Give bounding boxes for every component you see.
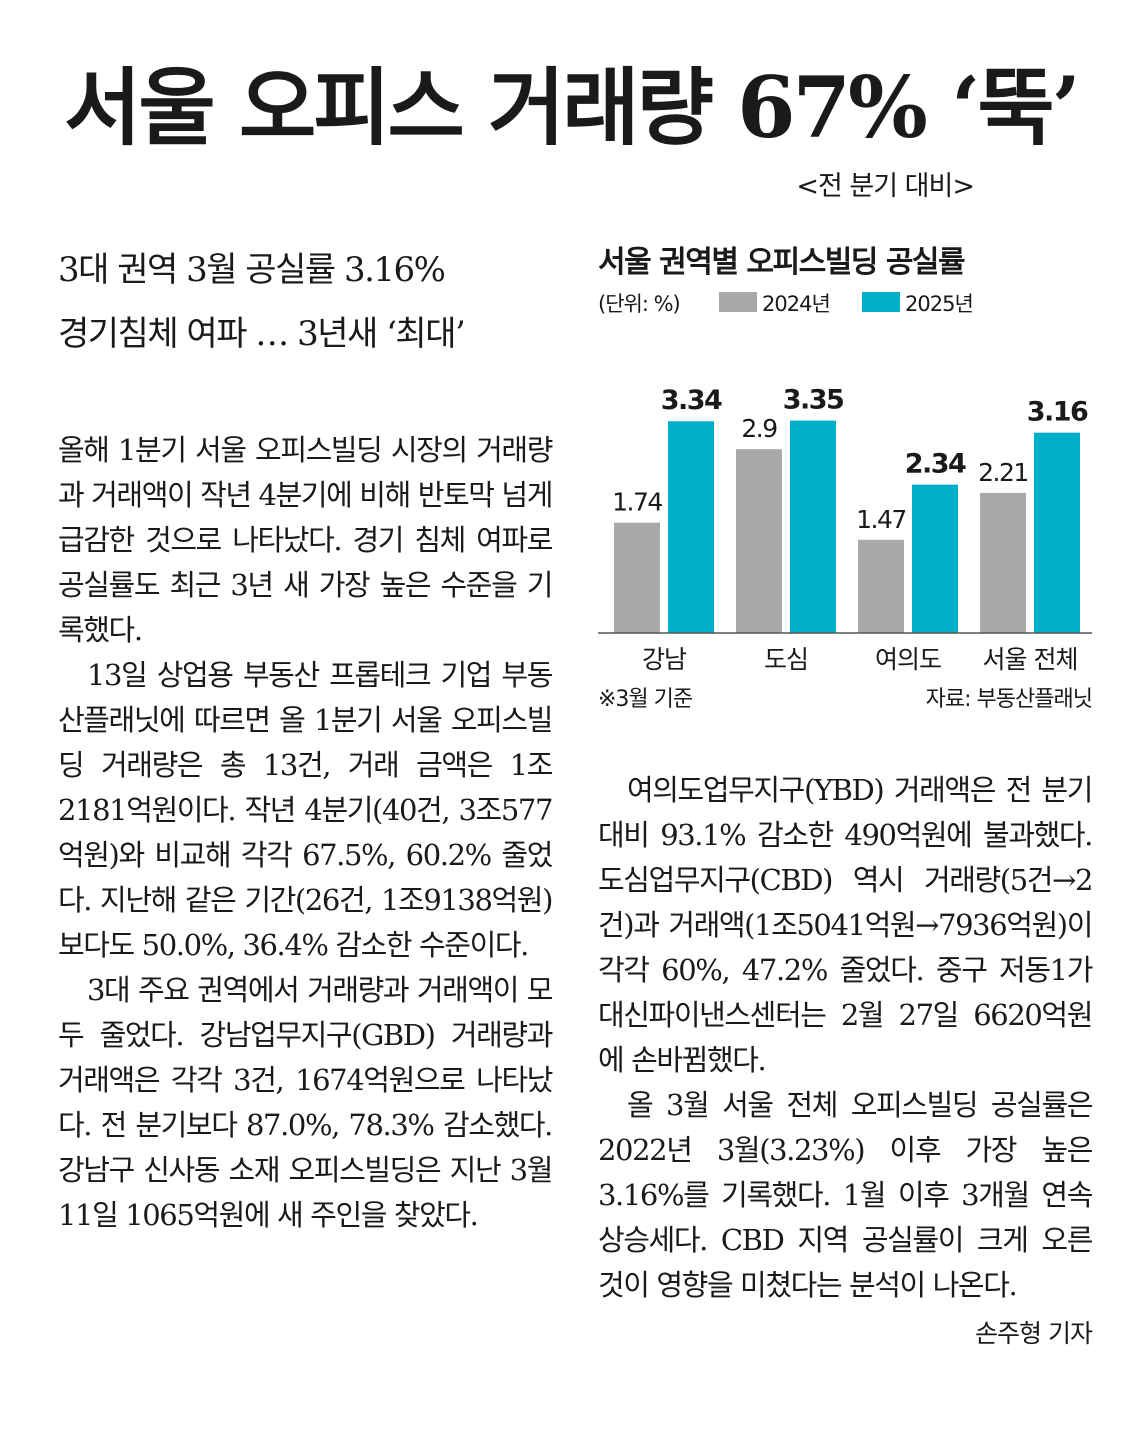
- data-label: 2.21: [978, 458, 1028, 487]
- chart-unit: (단위: %): [598, 292, 681, 316]
- chart-note: ※3월 기준: [598, 687, 693, 712]
- legend-swatch-2024: [719, 292, 757, 312]
- article-paragraph: 3대 주요 권역에서 거래량과 거래액이 모두 줄었다. 강남업무지구(GBD)…: [58, 973, 553, 1232]
- data-label: 2.34: [905, 449, 966, 480]
- data-label: 1.74: [612, 488, 662, 517]
- subheadline-1: 3대 권역 3월 공실률 3.16%: [58, 250, 446, 290]
- legend-label-2025: 2025년: [905, 292, 974, 316]
- subheadline-2: 경기침체 여파 … 3년새 ‘최대’: [58, 314, 466, 354]
- article-left-column: 올해 1분기 서울 오피스빌딩 시장의 거래량과 거래액이 작년 4분기에 비해…: [58, 428, 553, 1238]
- legend-label-2024: 2024년: [762, 292, 831, 316]
- bar-2025년-여의도: [912, 484, 958, 633]
- category-label: 강남: [642, 645, 687, 674]
- bar-2024년-여의도: [858, 539, 904, 633]
- bar-2025년-서울 전체: [1034, 432, 1080, 633]
- legend-swatch-2025: [862, 292, 900, 312]
- data-label: 3.16: [1027, 397, 1088, 428]
- article-paragraph: 13일 상업용 부동산 프롭테크 기업 부동산플래닛에 따르면 올 1분기 서울…: [58, 658, 553, 962]
- article-right-column: 여의도업무지구(YBD) 거래액은 전 분기 대비 93.1% 감소한 490억…: [598, 768, 1093, 1308]
- bar-chart: 1.74 3.34 강남 2.93.35 도심 1.47 2.34 여의도 2.21 3.16 서울…: [598, 385, 1092, 674]
- article-paragraph: 올 3월 서울 전체 오피스빌딩 공실률은 2022년 3월(3.23%) 이후…: [598, 1088, 1093, 1302]
- article-paragraph: 여의도업무지구(YBD) 거래액은 전 분기 대비 93.1% 감소한 490억…: [598, 773, 1093, 1077]
- bar-2025년-도심: [790, 420, 836, 633]
- bar-2024년-강남: [614, 522, 660, 633]
- headline: 서울 오피스 거래량 67% ‘뚝’: [64, 58, 1081, 157]
- category-label: 도심: [764, 645, 808, 674]
- article-paragraph: 올해 1분기 서울 오피스빌딩 시장의 거래량과 거래액이 작년 4분기에 비해…: [58, 433, 553, 647]
- bar-2024년-서울 전체: [980, 492, 1026, 633]
- data-label: 1.47: [856, 505, 906, 534]
- category-label: 서울 전체: [983, 645, 1078, 674]
- category-label: 여의도: [875, 645, 941, 674]
- bar-2025년-강남: [668, 421, 714, 633]
- data-label: 3.34: [661, 385, 722, 416]
- chart-source: 자료: 부동산플래닛: [925, 687, 1093, 712]
- headline-subtitle: <전 분기 대비>: [796, 171, 975, 202]
- bar-2024년-도심: [736, 449, 782, 633]
- chart-title: 서울 권역별 오피스빌딩 공실률: [598, 245, 966, 280]
- data-label: 2.9: [741, 414, 777, 443]
- byline: 손주형 기자: [975, 1319, 1093, 1348]
- data-label: 3.35: [783, 385, 844, 416]
